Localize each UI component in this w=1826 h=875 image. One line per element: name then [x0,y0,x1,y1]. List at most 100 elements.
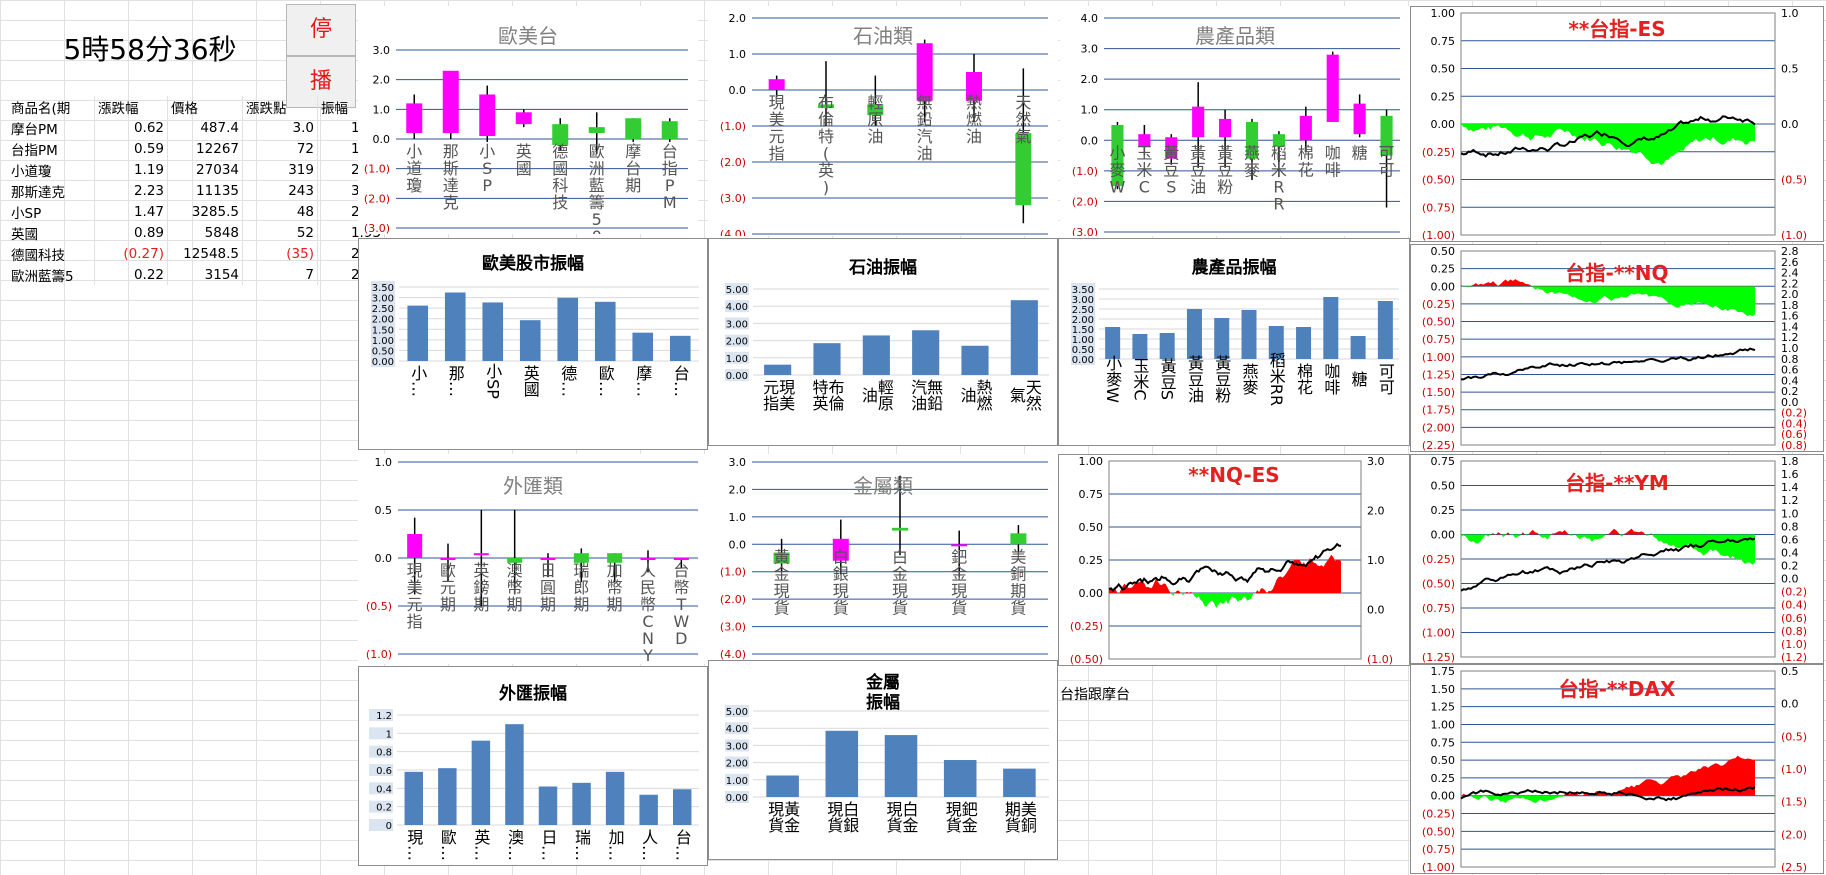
label-char: 豆 [1217,160,1233,179]
tick-label: (1.0) [1781,763,1807,776]
value-cell[interactable]: 3.0 [242,117,318,138]
stop-button[interactable]: 停 [286,4,356,56]
product-name-cell[interactable]: 小SP [8,201,95,222]
label-char: 英 [473,561,489,580]
value-cell[interactable]: 319 [242,159,318,180]
value-cell[interactable]: 12267 [167,138,243,159]
category-label: 油 [958,387,977,403]
value-cell[interactable]: 12548.5 [167,243,243,264]
tick-label: 1.00 [1431,7,1456,20]
product-name-cell[interactable]: 那斯達克 [8,180,95,201]
tick-label: (0.50) [1422,316,1455,329]
label-char: 稻 [1271,143,1287,162]
value-cell[interactable]: (0.27) [94,243,168,264]
product-name-cell[interactable]: 歐洲藍籌5 [8,264,95,285]
label-char: 貨 [951,598,967,617]
table-row[interactable]: 德國科技(0.27)12548.5(35)2.99 [8,243,385,264]
chart-svg: 2.0 1.0 0.0 (1.0) (2.0) (3.0) (4.0) 現美元指 布倫特(英) 輕… [720,12,1048,236]
label-char: 瓊 [406,176,422,195]
category-label: 輕原 [875,379,894,411]
value-cell[interactable]: (35) [242,243,318,264]
candle-body [573,553,589,563]
bar [1296,327,1312,359]
candle-body [479,94,496,137]
candle-body [1015,133,1032,206]
tick-label: 5.00 [726,707,748,718]
column-header: 漲跌點 [242,96,318,117]
label-char: 現 [774,581,790,600]
negative-area [1109,593,1341,608]
product-name-cell[interactable]: 摩台PM [8,117,95,138]
value-cell[interactable]: 1.47 [94,201,168,222]
value-cell[interactable]: 0.89 [94,222,168,243]
value-cell[interactable]: 7 [242,264,318,285]
label-char: 幣 [607,578,623,597]
value-cell[interactable]: 3285.5 [167,201,243,222]
tick-bg [725,756,749,769]
label-char: 花 [1298,160,1314,179]
label-char: 金 [892,564,908,583]
tick-label: (2.0) [1072,195,1098,208]
value-cell[interactable]: 0.22 [94,264,168,285]
value-cell[interactable]: 1.19 [94,159,168,180]
value-cell[interactable]: 243 [242,180,318,201]
bar [594,301,616,361]
tick-label: (1.0) [1072,165,1098,178]
label-char: 元 [407,595,423,614]
tick-label: 2.4 [1781,267,1799,280]
value-cell[interactable]: 487.4 [167,117,243,138]
value-cell[interactable]: 0.62 [94,117,168,138]
label-char: 貨 [892,598,908,617]
label-char: 國 [516,159,532,178]
clock-display: 5時58分36秒 [63,33,237,66]
value-cell[interactable]: 11135 [167,180,243,201]
label-char: 幣 [673,578,689,597]
candle-body [640,558,656,560]
table-row[interactable]: 英國0.895848521.93 [8,222,385,243]
tick-bg [369,745,393,758]
bar [672,789,692,825]
tick-label: (1.00) [1422,351,1455,364]
tick-label: 1.0 [1081,104,1099,117]
label-char: 鎊 [473,578,489,597]
product-name-cell[interactable]: 小道瓊 [8,159,95,180]
spread-panel-nq: 0.50 0.25 0.00 (0.25) (0.50) (0.75) (1.00) (1.2… [1410,244,1824,452]
label-char: 摩 [625,142,641,161]
label-char: 小 [479,142,495,161]
label-char: R [1273,194,1284,213]
value-cell[interactable]: 48 [242,201,318,222]
value-cell[interactable]: 3154 [167,264,243,285]
table-header-row: 商品名(期 漲跌幅 價格 漲跌點 振幅 [8,96,385,117]
category-label: 黃豆粉 [1217,143,1233,196]
tick-label: 3.00 [726,741,748,752]
product-name-cell[interactable]: 英國 [8,222,95,243]
value-cell[interactable]: 52 [242,222,318,243]
tick-bg [725,317,749,330]
label-char: 麥 [1109,160,1125,179]
label-char: 國 [552,159,568,178]
value-cell[interactable]: 0.59 [94,138,168,159]
bar [1214,318,1230,359]
label-char: 台 [662,142,678,161]
tick-label: (0.25) [1422,808,1455,821]
value-cell[interactable]: 27034 [167,159,243,180]
value-cell[interactable]: 5848 [167,222,243,243]
column-header: 價格 [167,96,243,117]
product-name-cell[interactable]: 台指PM [8,138,95,159]
label-char: 金 [951,564,967,583]
tick-bg [371,312,395,325]
tick-label: (1.0) [1367,653,1393,665]
bar [407,305,429,361]
value-cell[interactable]: 72 [242,138,318,159]
bar [825,730,859,797]
product-name-cell[interactable]: 德國科技 [8,243,95,264]
tick-label: (4.0) [720,648,746,661]
value-cell[interactable]: 2.23 [94,180,168,201]
tick-label: 0.25 [1079,554,1104,567]
